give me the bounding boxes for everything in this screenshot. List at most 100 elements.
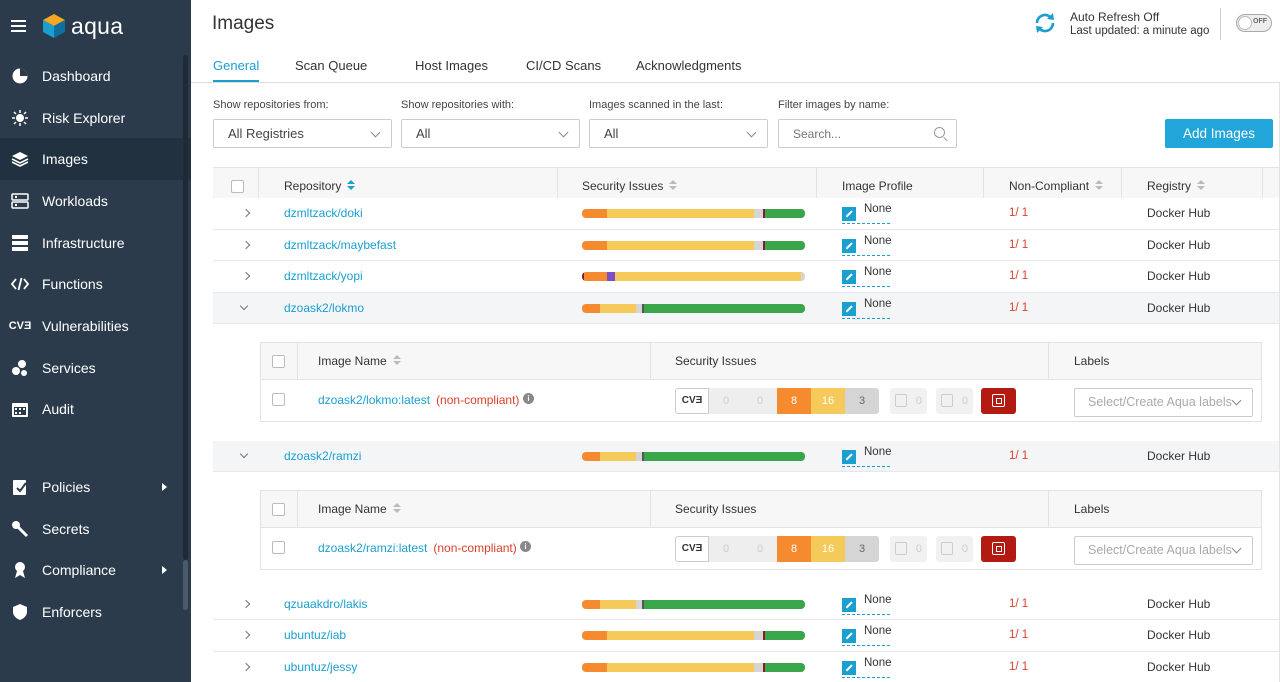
info-icon[interactable]: i: [523, 393, 534, 404]
repositories-with-select[interactable]: All: [401, 119, 580, 148]
severity-counts[interactable]: CVƎ 0 0 8 16 3: [675, 388, 879, 414]
security-bar-segment: [762, 240, 765, 250]
edit-profile-icon[interactable]: [842, 660, 856, 675]
malware-count[interactable]: 0: [890, 536, 927, 562]
image-profile-value[interactable]: None: [864, 297, 892, 310]
select-all-checkbox[interactable]: [231, 180, 244, 193]
sidebar-item-infrastructure[interactable]: Infrastructure: [0, 222, 191, 264]
sensitive-data-count[interactable]: 0: [936, 388, 973, 414]
security-bar-segment: [615, 272, 801, 281]
repository-link[interactable]: dzoask2/ramzi: [284, 448, 362, 463]
edit-profile-icon[interactable]: [842, 629, 856, 643]
sidebar-item-audit[interactable]: Audit: [0, 389, 191, 431]
repository-link[interactable]: dzmltzack/doki: [284, 206, 363, 220]
edit-profile-icon[interactable]: [842, 449, 856, 464]
scanned-period-select[interactable]: All: [589, 119, 768, 148]
image-profile-value[interactable]: None: [864, 656, 892, 669]
column-header-repository[interactable]: Repository: [284, 179, 356, 193]
malware-count[interactable]: 0: [890, 388, 927, 414]
edit-profile-icon[interactable]: [842, 238, 856, 253]
info-icon[interactable]: i: [520, 541, 531, 552]
sidebar-item-vulnerabilities[interactable]: CVƎ Vulnerabilities: [0, 305, 191, 347]
column-header-image-profile[interactable]: Image Profile: [842, 179, 913, 193]
sidebar-item-risk-explorer[interactable]: Risk Explorer: [0, 97, 191, 139]
edit-profile-icon[interactable]: [842, 301, 856, 316]
registry-select[interactable]: All Registries: [213, 119, 392, 148]
app-logo-text[interactable]: aqua: [71, 12, 124, 39]
add-images-button[interactable]: Add Images: [1165, 119, 1273, 148]
image-search-input[interactable]: [778, 119, 957, 148]
expand-chevron-icon[interactable]: [241, 599, 251, 608]
edit-profile-icon[interactable]: [842, 207, 856, 221]
sidebar-item-dashboard[interactable]: Dashboard: [0, 55, 191, 97]
expand-chevron-icon[interactable]: [241, 208, 251, 218]
table-row[interactable]: dzmltzack/doki None 1/ 1 Docker Hub: [213, 198, 1280, 230]
aqua-labels-select[interactable]: Select/Create Aqua labels: [1074, 536, 1253, 565]
column-header-labels: Labels: [1074, 502, 1110, 516]
image-profile-value[interactable]: None: [864, 445, 892, 458]
image-checkbox[interactable]: [272, 541, 285, 554]
table-row[interactable]: ubuntuz/iab None 1/ 1 Docker Hub: [213, 620, 1280, 652]
expand-chevron-icon[interactable]: [241, 662, 251, 671]
column-header-registry[interactable]: Registry: [1147, 179, 1206, 193]
column-header-non-compliant[interactable]: Non-Compliant: [1009, 179, 1104, 193]
expand-chevron-icon[interactable]: [241, 240, 251, 249]
cve-badge: CVƎ: [675, 536, 709, 562]
column-header-security-issues[interactable]: Security Issues: [582, 179, 678, 193]
repository-link[interactable]: ubuntuz/iab: [284, 628, 347, 642]
sidebar-item-policies[interactable]: Policies: [0, 466, 191, 508]
repository-link[interactable]: ubuntuz/jessy: [284, 659, 358, 674]
table-row[interactable]: dzoask2/ramzi None 1/ 1 Docker Hub: [213, 440, 1280, 472]
tab-scan-queue[interactable]: Scan Queue: [295, 58, 368, 73]
select-all-images-checkbox[interactable]: [272, 503, 285, 516]
repository-link[interactable]: dzmltzack/yopi: [284, 269, 363, 283]
table-row[interactable]: ubuntuz/jessy None 1/ 1 Docker Hub: [213, 651, 1280, 682]
sidebar-item-functions[interactable]: Functions: [0, 263, 191, 305]
image-name-link[interactable]: dzoask2/ramzi:latest (non-compliant): [318, 541, 517, 555]
sidebar-item-services[interactable]: Services: [0, 347, 191, 389]
tab-cicd-scans[interactable]: CI/CD Scans: [526, 58, 602, 73]
sidebar-item-workloads[interactable]: Workloads: [0, 180, 191, 222]
sidebar-item-images[interactable]: Images: [0, 138, 191, 181]
auto-refresh-toggle[interactable]: OFF: [1236, 14, 1272, 32]
repository-link[interactable]: dzmltzack/maybefast: [284, 237, 397, 252]
image-checkbox[interactable]: [272, 393, 285, 406]
sensitive-data-count[interactable]: 0: [936, 536, 973, 562]
sidebar-item-compliance[interactable]: Compliance: [0, 550, 191, 592]
image-profile-value[interactable]: None: [864, 234, 892, 247]
image-profile-value[interactable]: None: [864, 593, 892, 606]
sidebar-item-secrets[interactable]: Secrets: [0, 508, 191, 550]
severity-counts[interactable]: CVƎ 0 0 8 16 3: [675, 536, 879, 562]
table-row[interactable]: dzmltzack/yopi None 1/ 1 Docker Hub: [213, 261, 1280, 293]
collapse-chevron-icon[interactable]: [239, 449, 249, 458]
repository-link[interactable]: dzoask2/lokmo: [284, 300, 365, 315]
table-row[interactable]: dzmltzack/maybefast None 1/ 1 Docker Hub: [213, 229, 1280, 261]
collapse-chevron-icon[interactable]: [239, 301, 249, 310]
image-profile-value[interactable]: None: [864, 266, 892, 278]
sidebar-item-enforcers[interactable]: Enforcers: [0, 591, 191, 633]
sidebar-scrollbar-thumb[interactable]: [183, 560, 188, 610]
select-all-images-checkbox[interactable]: [272, 355, 285, 368]
image-assurance-button[interactable]: [981, 388, 1016, 414]
table-row[interactable]: qzuaakdro/lakis None 1/ 1 Docker Hub: [213, 588, 1280, 620]
tab-acknowledgments[interactable]: Acknowledgments: [636, 58, 742, 73]
sidebar-scroll-track[interactable]: [183, 55, 188, 560]
tab-host-images[interactable]: Host Images: [415, 58, 488, 73]
table-row[interactable]: dzoask2/lokmo None 1/ 1 Docker Hub: [213, 292, 1280, 324]
column-header-image-name[interactable]: Image Name: [318, 502, 401, 516]
column-separator: [1048, 343, 1049, 380]
repository-link[interactable]: qzuaakdro/lakis: [284, 596, 368, 611]
aqua-labels-select[interactable]: Select/Create Aqua labels: [1074, 388, 1253, 417]
edit-profile-icon[interactable]: [842, 270, 856, 284]
hamburger-menu-icon[interactable]: [11, 20, 26, 32]
image-profile-value[interactable]: None: [864, 203, 892, 215]
tab-general[interactable]: General: [213, 58, 260, 73]
image-assurance-button[interactable]: [981, 536, 1016, 562]
image-profile-value[interactable]: None: [864, 625, 892, 637]
column-header-image-name[interactable]: Image Name: [318, 354, 401, 368]
refresh-icon[interactable]: [1033, 11, 1057, 35]
expand-chevron-icon[interactable]: [241, 271, 251, 281]
expand-chevron-icon[interactable]: [241, 630, 251, 640]
edit-profile-icon[interactable]: [842, 597, 856, 612]
image-name-link[interactable]: dzoask2/lokmo:latest (non-compliant): [318, 393, 519, 407]
